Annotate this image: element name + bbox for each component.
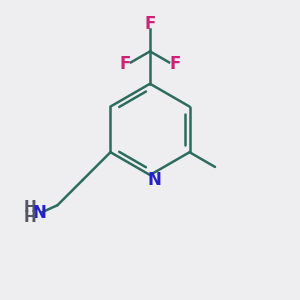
Text: F: F <box>119 55 131 73</box>
Text: N: N <box>33 204 47 222</box>
Text: H: H <box>24 210 37 225</box>
Text: H: H <box>24 200 37 215</box>
Text: N: N <box>148 171 161 189</box>
Text: F: F <box>144 15 156 33</box>
Text: F: F <box>169 55 181 73</box>
